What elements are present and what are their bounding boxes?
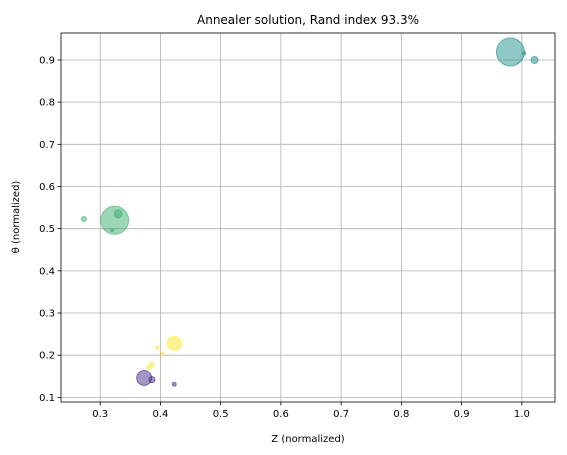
data-point [160,351,165,356]
y-tick-label: 0.6 [39,182,55,193]
data-point [80,215,87,222]
data-point [100,205,130,235]
data-point [148,361,155,368]
y-tick-label: 0.8 [39,98,55,109]
x-tick-label: 0.8 [393,409,409,420]
data-point [113,209,123,219]
y-tick-label: 0.7 [39,140,55,151]
y-tick-label: 0.5 [39,224,55,235]
data-points [80,37,539,387]
x-tick-label: 0.9 [454,409,470,420]
data-point [155,345,160,350]
y-tick-label: 0.1 [39,393,55,404]
y-tick-label: 0.4 [39,266,55,277]
gridlines [61,33,555,402]
data-point [166,335,182,351]
data-point [146,365,151,370]
x-tick-label: 0.4 [152,409,168,420]
x-tick-label: 0.5 [213,409,229,420]
data-point [148,376,156,384]
y-axis-label: θ (normalized) [11,181,22,254]
y-tick-label: 0.2 [39,351,55,362]
x-tick-label: 0.3 [92,409,108,420]
chart-title: Annealer solution, Rand index 93.3% [197,13,419,27]
data-point [171,381,177,387]
data-point [530,55,539,64]
x-tick-label: 0.7 [333,409,349,420]
x-axis-ticks: 0.3 0.4 0.5 0.6 0.7 0.8 0.9 1.0 [92,402,530,420]
x-tick-label: 0.6 [273,409,289,420]
data-point [495,37,525,67]
y-axis-ticks: 0.1 0.2 0.3 0.4 0.5 0.6 0.7 0.8 0.9 [39,55,61,404]
data-point [522,51,527,56]
data-point [110,227,115,232]
x-axis-label: Z (normalized) [271,434,344,445]
y-tick-label: 0.9 [39,55,55,66]
plot-frame [60,32,556,403]
y-tick-label: 0.3 [39,309,55,320]
x-tick-label: 1.0 [514,409,530,420]
